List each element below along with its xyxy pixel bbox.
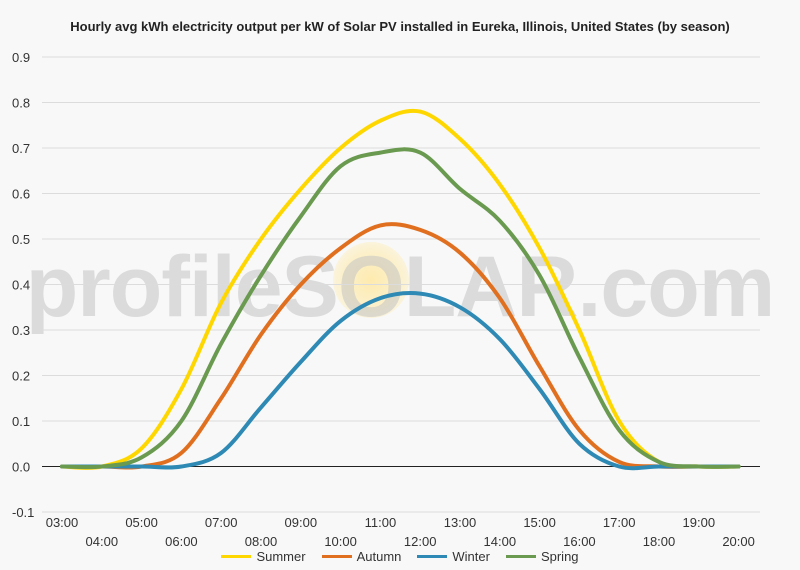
- x-tick-label: 07:00: [205, 515, 238, 530]
- y-tick-label: 0.6: [12, 187, 30, 202]
- x-tick-label: 14:00: [484, 534, 517, 549]
- legend-item-autumn[interactable]: Autumn: [321, 549, 402, 564]
- legend-label: Summer: [256, 549, 306, 564]
- x-tick-label: 20:00: [722, 534, 755, 549]
- y-tick-label: 0.3: [12, 323, 30, 338]
- x-tick-label: 19:00: [683, 515, 716, 530]
- chart-title: Hourly avg kWh electricity output per kW…: [70, 19, 730, 34]
- x-tick-label: 13:00: [444, 515, 477, 530]
- legend-label: Spring: [540, 549, 579, 564]
- x-tick-label: 18:00: [643, 534, 676, 549]
- y-tick-label: -0.1: [12, 505, 34, 520]
- x-tick-label: 08:00: [245, 534, 278, 549]
- x-tick-label: 17:00: [603, 515, 636, 530]
- legend-item-winter[interactable]: Winter: [417, 549, 490, 564]
- y-tick-label: 0.1: [12, 414, 30, 429]
- x-tick-label: 16:00: [563, 534, 596, 549]
- x-tick-label: 06:00: [165, 534, 198, 549]
- legend-label: Winter: [452, 549, 490, 564]
- x-tick-label: 03:00: [46, 515, 79, 530]
- y-tick-label: 0.0: [12, 460, 30, 475]
- y-tick-label: 0.4: [12, 278, 30, 293]
- legend-swatch: [417, 555, 448, 559]
- x-tick-label: 05:00: [125, 515, 158, 530]
- y-tick-label: 0.7: [12, 141, 30, 156]
- series-line-spring: [60, 147, 741, 470]
- y-tick-label: 0.9: [12, 50, 30, 65]
- x-tick-label: 04:00: [86, 534, 119, 549]
- y-tick-label: 0.8: [12, 96, 30, 111]
- y-tick-label: 0.5: [12, 232, 30, 247]
- series-line-autumn: [60, 222, 741, 470]
- legend-swatch: [505, 555, 536, 559]
- x-tick-label: 11:00: [365, 515, 397, 530]
- x-tick-label: 12:00: [404, 534, 437, 549]
- x-tick-label: 15:00: [523, 515, 556, 530]
- legend-label: Autumn: [356, 549, 402, 564]
- legend-item-spring[interactable]: Spring: [505, 549, 579, 564]
- series-line-winter: [60, 291, 741, 471]
- x-tick-label: 10:00: [324, 534, 357, 549]
- legend-swatch: [321, 555, 352, 559]
- y-tick-label: 0.2: [12, 369, 30, 384]
- legend-item-summer[interactable]: Summer: [221, 549, 306, 564]
- series-line-summer: [60, 108, 741, 470]
- chart-legend: Summer Autumn Winter Spring: [0, 549, 800, 564]
- legend-swatch: [221, 555, 252, 559]
- x-tick-label: 09:00: [285, 515, 318, 530]
